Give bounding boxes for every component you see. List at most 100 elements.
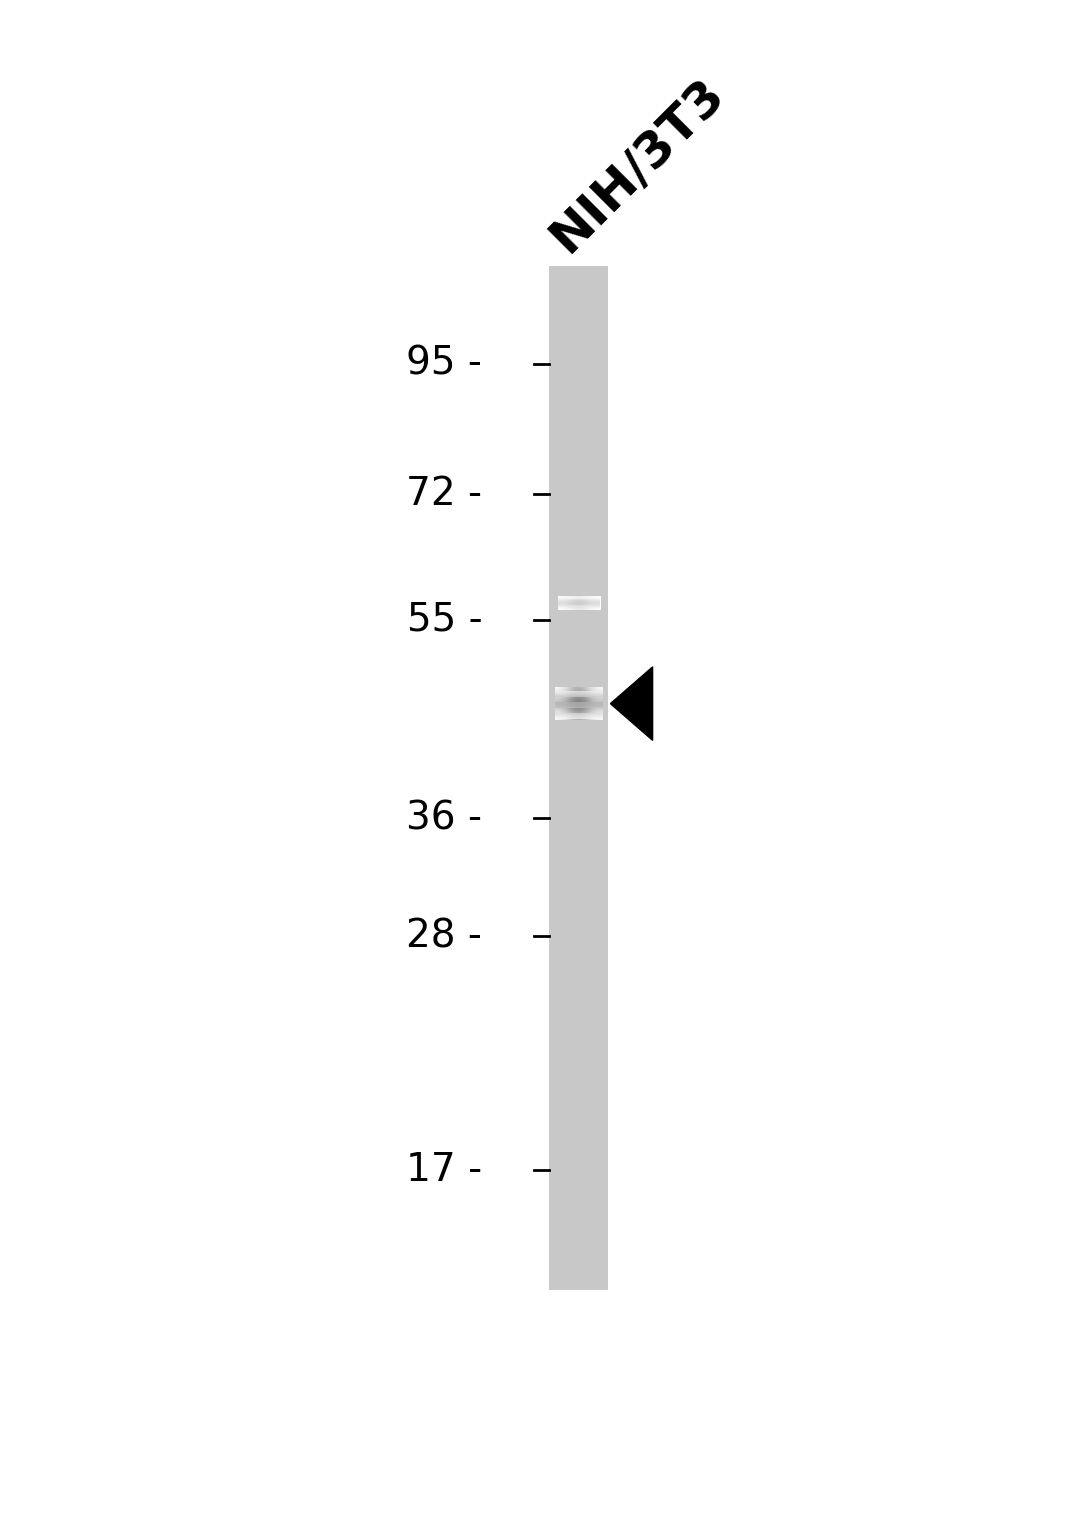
Bar: [562, 687, 564, 720]
Bar: [555, 716, 603, 719]
Bar: [593, 596, 594, 610]
Bar: [565, 687, 567, 720]
Bar: [572, 687, 573, 720]
Bar: [555, 699, 603, 700]
Bar: [576, 596, 578, 610]
Bar: [598, 687, 599, 720]
Bar: [570, 596, 571, 610]
Bar: [588, 596, 589, 610]
Bar: [555, 713, 603, 714]
Bar: [578, 687, 580, 720]
Bar: [589, 687, 591, 720]
Bar: [570, 687, 572, 720]
Bar: [577, 687, 578, 720]
Bar: [580, 596, 581, 610]
Bar: [575, 596, 577, 610]
Bar: [555, 687, 556, 720]
Bar: [555, 690, 603, 691]
Bar: [569, 596, 571, 610]
Bar: [558, 687, 561, 720]
Bar: [559, 596, 562, 610]
Bar: [566, 596, 567, 610]
Bar: [555, 687, 603, 688]
Bar: [591, 596, 592, 610]
Bar: [564, 687, 565, 720]
Bar: [583, 596, 585, 610]
Bar: [579, 687, 580, 720]
Bar: [599, 596, 600, 610]
Bar: [584, 687, 585, 720]
Bar: [555, 716, 603, 717]
Bar: [568, 596, 569, 610]
Bar: [589, 596, 590, 610]
Bar: [569, 596, 570, 610]
Bar: [555, 691, 603, 693]
Bar: [571, 687, 573, 720]
Bar: [555, 717, 603, 719]
Bar: [561, 687, 562, 720]
Text: 55 -: 55 -: [407, 601, 483, 639]
Bar: [591, 687, 592, 720]
Bar: [557, 687, 558, 720]
Polygon shape: [610, 667, 652, 740]
Bar: [555, 711, 603, 713]
Text: 17 -: 17 -: [406, 1151, 483, 1190]
Bar: [555, 703, 603, 705]
Bar: [594, 596, 595, 610]
Bar: [555, 702, 603, 703]
Bar: [581, 596, 582, 610]
Bar: [563, 687, 564, 720]
Bar: [585, 596, 586, 610]
Bar: [590, 596, 592, 610]
Bar: [600, 687, 602, 720]
Bar: [595, 596, 596, 610]
Bar: [561, 687, 563, 720]
Bar: [594, 687, 595, 720]
Bar: [555, 688, 603, 690]
Bar: [579, 687, 581, 720]
Bar: [598, 687, 600, 720]
Text: 28 -: 28 -: [406, 917, 483, 956]
Bar: [561, 596, 562, 610]
Text: 95 -: 95 -: [406, 346, 483, 382]
Bar: [596, 687, 598, 720]
Bar: [577, 596, 579, 610]
Bar: [590, 687, 592, 720]
Bar: [583, 596, 584, 610]
Bar: [572, 596, 573, 610]
Bar: [565, 596, 566, 610]
Bar: [555, 719, 603, 720]
Bar: [564, 687, 566, 720]
Bar: [573, 596, 575, 610]
Bar: [571, 596, 573, 610]
Bar: [555, 693, 603, 694]
Bar: [555, 700, 603, 702]
Bar: [555, 714, 603, 716]
Bar: [567, 596, 568, 610]
Bar: [577, 596, 578, 610]
Bar: [559, 687, 561, 720]
Bar: [555, 705, 603, 706]
Bar: [568, 687, 570, 720]
Bar: [595, 687, 596, 720]
Bar: [592, 687, 593, 720]
Bar: [563, 596, 564, 610]
Bar: [556, 687, 558, 720]
Bar: [595, 596, 597, 610]
Bar: [565, 596, 567, 610]
Bar: [597, 687, 598, 720]
Bar: [586, 596, 588, 610]
Text: 72 -: 72 -: [406, 476, 483, 512]
Bar: [555, 705, 603, 706]
Bar: [581, 596, 583, 610]
Bar: [557, 596, 559, 610]
Bar: [583, 687, 585, 720]
Bar: [555, 696, 603, 699]
Bar: [580, 687, 582, 720]
Bar: [569, 687, 570, 720]
Bar: [563, 596, 565, 610]
Bar: [561, 596, 563, 610]
Bar: [584, 596, 585, 610]
Bar: [582, 687, 584, 720]
Bar: [585, 687, 586, 720]
